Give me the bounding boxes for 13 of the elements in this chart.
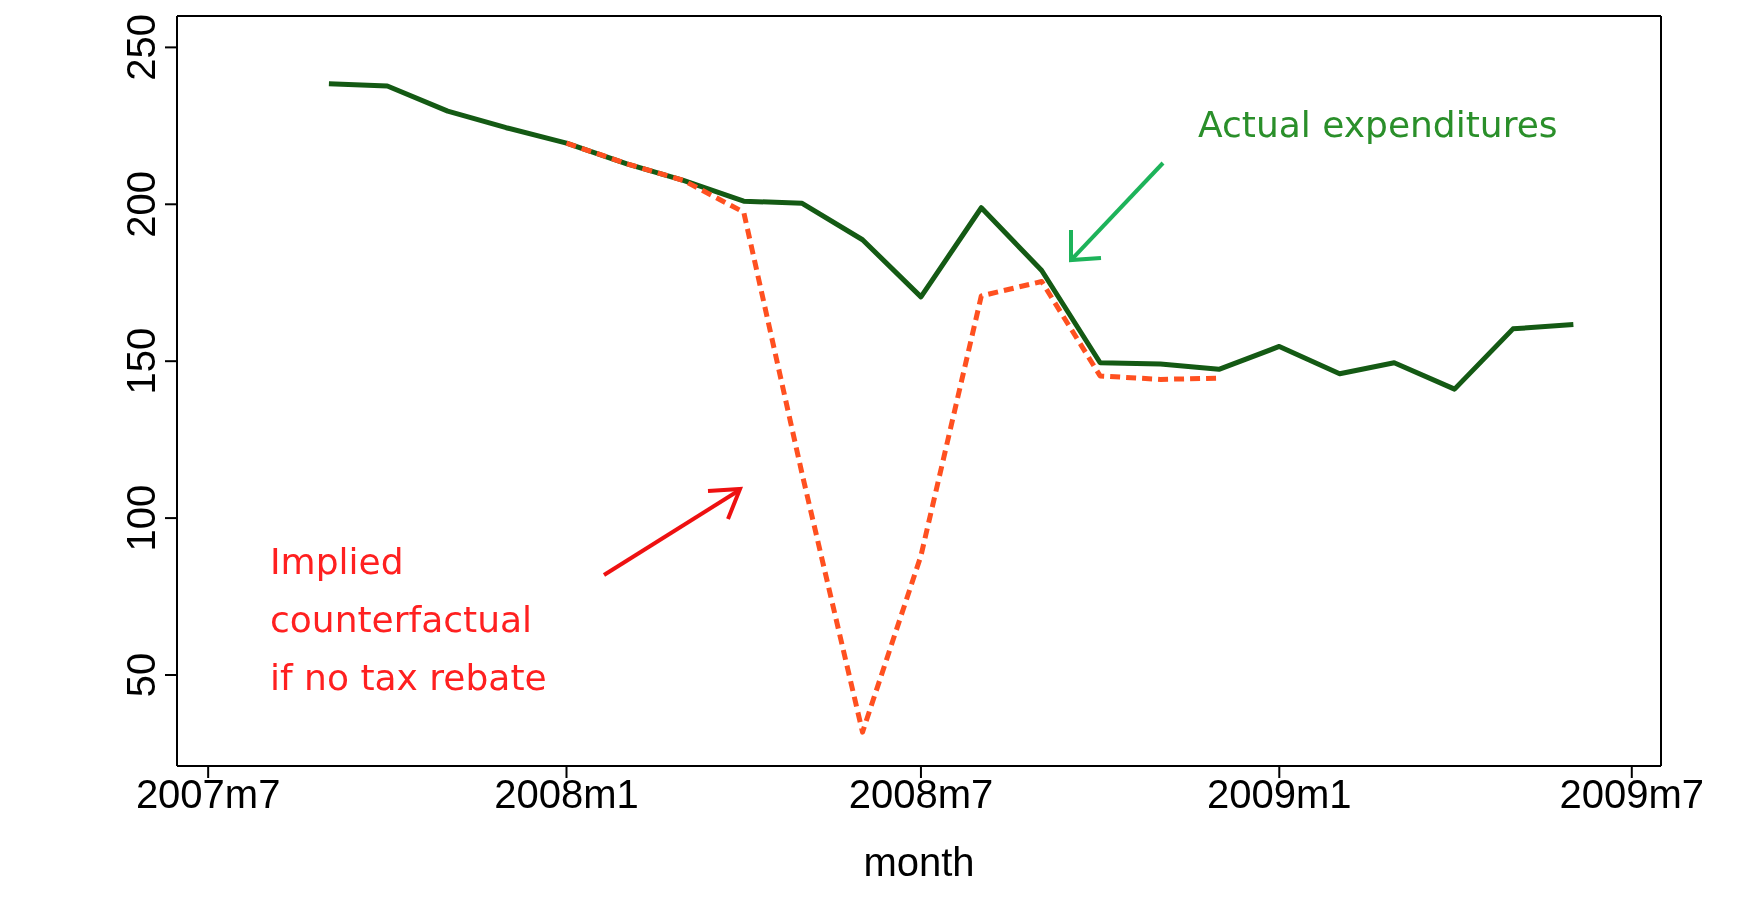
x-tick-label: 2007m7 [135, 772, 281, 817]
annotation: Actual expenditures [1198, 103, 1558, 147]
y-tick-label: 200 [119, 170, 163, 238]
x-tick-label: 2009m1 [1207, 772, 1352, 817]
y-tick-label: 100 [119, 484, 163, 552]
y-tick-label: 250 [119, 14, 163, 81]
x-axis-title: month [863, 840, 975, 884]
y-tick-label: 150 [119, 327, 163, 395]
annotation: Implied counterfactual if no tax rebate [270, 540, 547, 700]
y-tick-label: 50 [119, 652, 163, 698]
x-tick-label: 2008m1 [494, 772, 639, 817]
x-tick-label: 2008m7 [848, 772, 994, 817]
x-tick-label: 2009m7 [1559, 772, 1705, 817]
